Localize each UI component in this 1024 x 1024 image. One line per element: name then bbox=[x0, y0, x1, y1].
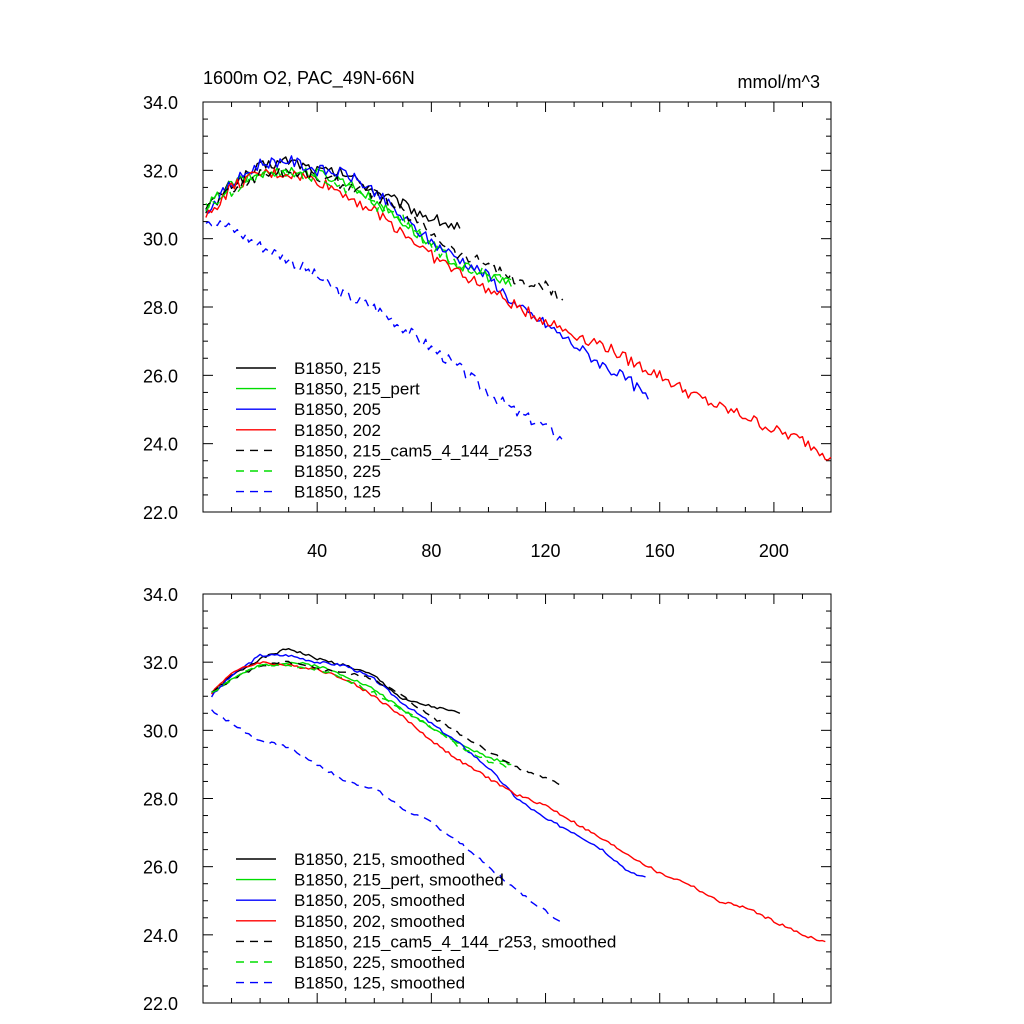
legend-label: B1850, 215_cam5_4_144_r253, smoothed bbox=[294, 932, 616, 951]
legend-label: B1850, 215_pert bbox=[294, 380, 420, 399]
y-tick-label: 26.0 bbox=[143, 366, 178, 386]
legend-label: B1850, 215_cam5_4_144_r253 bbox=[294, 441, 532, 460]
x-tick-label: 120 bbox=[531, 541, 561, 561]
legend-label: B1850, 215_pert, smoothed bbox=[294, 871, 504, 890]
series-line bbox=[211, 663, 512, 769]
series-line bbox=[210, 653, 646, 878]
x-tick-label: 80 bbox=[421, 541, 441, 561]
series-line bbox=[211, 709, 561, 922]
series-line bbox=[211, 661, 512, 766]
y-tick-label: 30.0 bbox=[143, 721, 178, 741]
legend-label: B1850, 125, smoothed bbox=[294, 974, 465, 993]
y-tick-label: 24.0 bbox=[143, 435, 178, 455]
y-tick-label: 28.0 bbox=[143, 298, 178, 318]
legend-label: B1850, 205, smoothed bbox=[294, 891, 465, 910]
series-line bbox=[205, 155, 649, 400]
legend-label: B1850, 225 bbox=[294, 462, 381, 481]
y-tick-label: 22.0 bbox=[143, 503, 178, 523]
y-tick-label: 28.0 bbox=[143, 790, 178, 810]
legend-label: B1850, 202 bbox=[294, 421, 381, 440]
y-tick-label: 22.0 bbox=[143, 994, 178, 1014]
y-tick-label: 32.0 bbox=[143, 161, 178, 181]
legend-label: B1850, 215, smoothed bbox=[294, 850, 465, 869]
x-tick-label: 160 bbox=[645, 541, 675, 561]
legend-label: B1850, 205 bbox=[294, 400, 381, 419]
y-tick-label: 34.0 bbox=[143, 93, 178, 113]
bottom-panel: 22.0 24.0 26.0 28.0 30.0 32.0 34.0 B1850, 215, … bbox=[143, 585, 832, 1014]
legend-label: B1850, 225, smoothed bbox=[294, 953, 465, 972]
y-tick-label: 26.0 bbox=[143, 858, 178, 878]
series-line bbox=[210, 661, 826, 943]
x-tick-label: 40 bbox=[307, 541, 327, 561]
legend-label: B1850, 215 bbox=[294, 359, 381, 378]
y-tick-label: 24.0 bbox=[143, 926, 178, 946]
series-line bbox=[205, 166, 512, 287]
x-tick-label: 200 bbox=[759, 541, 789, 561]
series-line bbox=[205, 169, 512, 282]
y-tick-label: 34.0 bbox=[143, 585, 178, 605]
chart-title: 1600m O2, PAC_49N-66N bbox=[203, 68, 415, 89]
legend-label: B1850, 125 bbox=[294, 483, 381, 502]
unit-label: mmol/m^3 bbox=[738, 72, 820, 92]
y-tick-label: 32.0 bbox=[143, 653, 178, 673]
series-line bbox=[211, 648, 461, 714]
y-tick-label: 30.0 bbox=[143, 230, 178, 250]
series-line bbox=[205, 220, 564, 441]
series-line bbox=[211, 660, 561, 786]
legend-label: B1850, 202, smoothed bbox=[294, 912, 465, 931]
top-panel: 1600m O2, PAC_49N-66N mmol/m^3 22.0 24.0 2… bbox=[143, 68, 832, 561]
series-line bbox=[205, 156, 461, 230]
